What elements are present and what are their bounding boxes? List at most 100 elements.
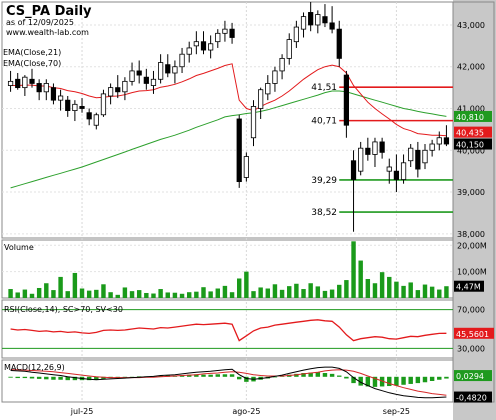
volume-panel xyxy=(8,241,449,298)
candle xyxy=(57,95,64,101)
rsi-tag xyxy=(454,327,494,339)
macd-histogram-bar xyxy=(94,376,99,380)
macd-histogram-bar xyxy=(51,376,56,380)
candle xyxy=(350,160,357,180)
candle xyxy=(415,149,421,170)
macd-histogram-bar xyxy=(429,376,435,381)
candle xyxy=(172,66,178,74)
macd-histogram-bar xyxy=(344,376,349,379)
volume-bar xyxy=(215,288,220,298)
volume-bar xyxy=(308,283,313,298)
macd-histogram-bar xyxy=(101,376,106,379)
candle xyxy=(236,118,242,183)
candle xyxy=(179,53,185,68)
macd-histogram-bar xyxy=(22,376,28,379)
candle xyxy=(400,162,407,180)
volume-bar xyxy=(322,290,328,298)
macd-histogram-bar xyxy=(358,376,363,386)
y-axis-labels: 38,000 39,000 40,000 41,000 42,000 43,000 40,8… xyxy=(454,21,494,403)
volume-bar xyxy=(372,283,378,298)
macd-histogram-bar xyxy=(208,374,213,377)
rsi-panel xyxy=(2,309,453,349)
candle xyxy=(429,143,435,151)
legend-ema21: EMA(Close,21) xyxy=(3,48,61,57)
macd-tag-label: -0,4820 xyxy=(456,394,487,403)
volume-bar xyxy=(265,288,271,298)
candle xyxy=(250,106,257,139)
macd-histogram-bar xyxy=(215,374,220,377)
candle xyxy=(258,89,264,109)
volume-tick-label: 10,00M xyxy=(457,268,487,277)
price-tag-label: 40,435 xyxy=(456,129,484,138)
rsi-line xyxy=(10,319,447,342)
candle xyxy=(336,28,342,59)
level-label: 38,52 xyxy=(311,208,337,218)
volume-bar xyxy=(172,292,178,298)
macd-histogram-bar xyxy=(408,376,413,384)
volume-bar xyxy=(65,291,70,298)
volume-bar xyxy=(244,271,249,298)
price-tag-label: 40,150 xyxy=(456,141,484,150)
candle xyxy=(143,76,149,84)
volume-bar xyxy=(136,290,142,298)
macd-histogram-bar xyxy=(372,376,378,387)
x-tick-label: jul-25 xyxy=(70,407,94,416)
volume-bar xyxy=(408,282,413,298)
ema70-line xyxy=(10,90,447,189)
candle xyxy=(79,106,85,109)
candle xyxy=(186,47,192,55)
macd-histogram-bar xyxy=(444,376,449,379)
macd-histogram-bar xyxy=(36,376,42,379)
candle xyxy=(129,70,135,82)
macd-title: MACD(12,26,9) xyxy=(4,363,65,372)
macd-histogram-bar xyxy=(186,374,192,377)
volume-bar xyxy=(94,289,99,298)
volume-bar xyxy=(301,289,306,298)
candle xyxy=(300,16,307,30)
price-tick-label: 40,000 xyxy=(457,146,485,155)
candle xyxy=(329,22,335,30)
candle xyxy=(122,80,128,93)
volume-bar xyxy=(29,293,35,298)
volume-bar xyxy=(129,291,135,298)
macd-histogram-bar xyxy=(329,373,335,377)
candle xyxy=(208,43,214,51)
macd-histogram-bar xyxy=(15,376,20,379)
volume-bar xyxy=(422,284,428,298)
candle xyxy=(308,12,314,26)
price-tick-label: 43,000 xyxy=(457,21,485,30)
macd-histogram-bar xyxy=(322,373,328,377)
candle xyxy=(50,87,57,101)
volume-bar xyxy=(165,292,170,298)
volume-bar xyxy=(44,283,49,298)
candle xyxy=(15,78,21,89)
macd-histogram-bar xyxy=(315,372,321,377)
level-label: 41,51 xyxy=(311,83,337,93)
candle xyxy=(293,26,299,43)
rsi-tick-label: 30,000 xyxy=(457,344,485,353)
x-tick-label: ago-25 xyxy=(232,407,260,416)
volume-bar xyxy=(22,289,28,298)
macd-histogram-bar xyxy=(394,376,399,386)
volume-bar xyxy=(251,291,256,298)
volume-bar xyxy=(351,241,356,298)
volume-bar xyxy=(387,276,392,298)
candle xyxy=(165,64,171,74)
macd-histogram-bar xyxy=(122,376,128,378)
candle xyxy=(436,137,442,145)
macd-histogram-bar xyxy=(365,376,371,387)
candle xyxy=(215,32,221,43)
candle xyxy=(315,14,321,26)
candle xyxy=(193,41,199,47)
volume-bar xyxy=(222,285,228,298)
candle xyxy=(365,147,371,155)
macd-histogram-bar xyxy=(158,375,163,377)
price-tick-label: 42,000 xyxy=(457,63,485,72)
candle xyxy=(72,103,78,112)
candle xyxy=(408,147,414,162)
volume-bar xyxy=(344,280,349,298)
macd-histogram-bar xyxy=(136,376,142,377)
volume-bar xyxy=(272,284,278,298)
volume-bar xyxy=(258,287,263,298)
